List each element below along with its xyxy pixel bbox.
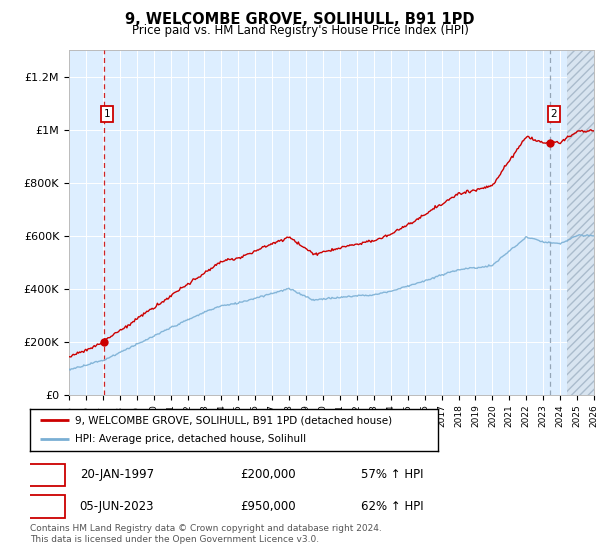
Text: 1: 1 bbox=[42, 468, 50, 482]
Text: HPI: Average price, detached house, Solihull: HPI: Average price, detached house, Soli… bbox=[75, 435, 306, 445]
Text: 9, WELCOMBE GROVE, SOLIHULL, B91 1PD (detached house): 9, WELCOMBE GROVE, SOLIHULL, B91 1PD (de… bbox=[75, 415, 392, 425]
Text: 2: 2 bbox=[551, 109, 557, 119]
Bar bbox=[567, 50, 594, 395]
Text: £200,000: £200,000 bbox=[240, 468, 295, 482]
FancyBboxPatch shape bbox=[27, 495, 65, 518]
Text: 9, WELCOMBE GROVE, SOLIHULL, B91 1PD: 9, WELCOMBE GROVE, SOLIHULL, B91 1PD bbox=[125, 12, 475, 27]
Text: 57% ↑ HPI: 57% ↑ HPI bbox=[361, 468, 424, 482]
Text: 1: 1 bbox=[104, 109, 110, 119]
Text: 05-JUN-2023: 05-JUN-2023 bbox=[80, 500, 154, 513]
FancyBboxPatch shape bbox=[27, 464, 65, 487]
Text: 62% ↑ HPI: 62% ↑ HPI bbox=[361, 500, 424, 513]
Text: 20-JAN-1997: 20-JAN-1997 bbox=[80, 468, 154, 482]
Text: Contains HM Land Registry data © Crown copyright and database right 2024.
This d: Contains HM Land Registry data © Crown c… bbox=[30, 524, 382, 544]
Text: Price paid vs. HM Land Registry's House Price Index (HPI): Price paid vs. HM Land Registry's House … bbox=[131, 24, 469, 36]
Text: 2: 2 bbox=[42, 500, 50, 513]
Text: £950,000: £950,000 bbox=[240, 500, 295, 513]
